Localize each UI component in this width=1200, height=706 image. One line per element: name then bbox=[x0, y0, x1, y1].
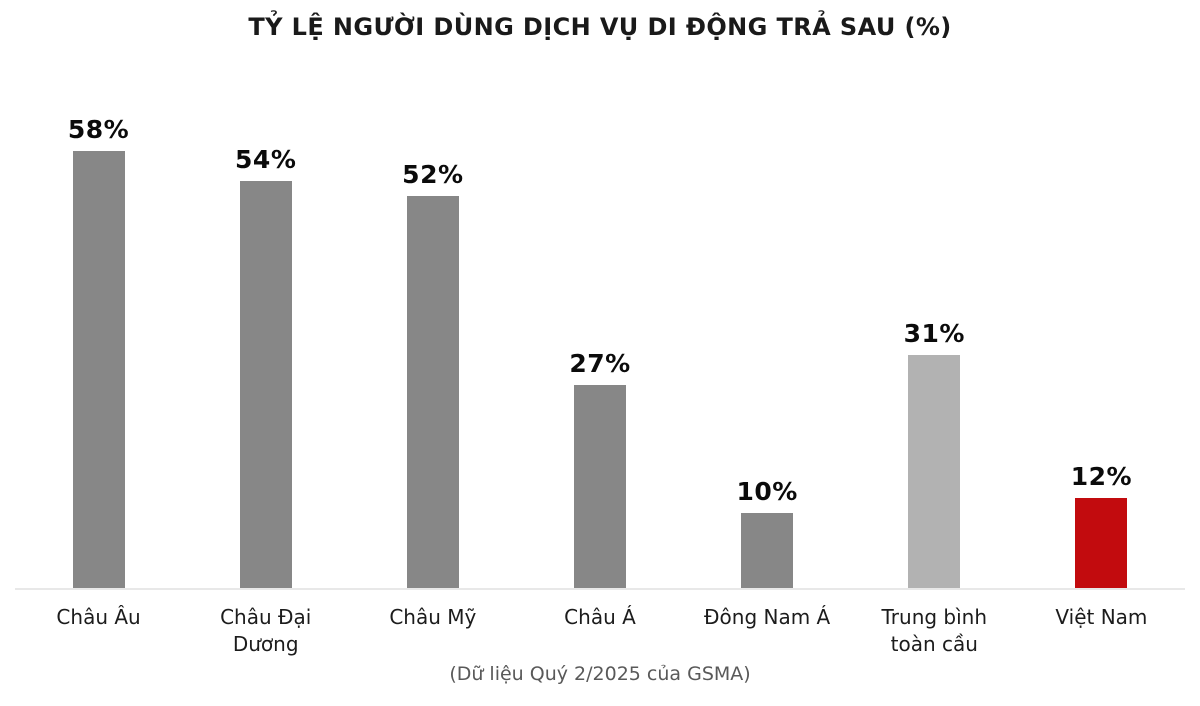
category-label: Việt Nam bbox=[1055, 605, 1148, 629]
category-labels-row: Châu Âu Châu Đại Dương Châu Mỹ Châu Á Đông N… bbox=[15, 604, 1185, 658]
bar-group: 52% bbox=[349, 162, 516, 589]
bar-group: 10% bbox=[684, 479, 851, 589]
data-source-note: (Dữ liệu Quý 2/2025 của GSMA) bbox=[449, 663, 751, 685]
bar bbox=[406, 196, 459, 589]
bar bbox=[72, 151, 125, 589]
bar-group: 12% bbox=[1018, 464, 1185, 589]
bar-group: 54% bbox=[182, 147, 349, 589]
bar bbox=[741, 513, 794, 589]
bar-value-label: 31% bbox=[903, 319, 965, 348]
bar-group: 31% bbox=[851, 321, 1018, 589]
bar-value-label: 58% bbox=[67, 115, 130, 144]
bar-value-label: 27% bbox=[569, 349, 631, 378]
bar bbox=[1075, 498, 1128, 589]
plot-area: 58% 54% 52% 27% 10% 31% 12% bbox=[15, 59, 1185, 590]
category-label: Trung bình toàn cầu bbox=[881, 605, 988, 656]
bar bbox=[908, 355, 961, 589]
bar-group: 27% bbox=[516, 351, 683, 589]
category-label: Châu Á bbox=[564, 605, 636, 629]
bar-group: 58% bbox=[15, 117, 182, 589]
bar bbox=[239, 181, 292, 589]
category-label: Châu Mỹ bbox=[389, 605, 477, 629]
x-axis-line bbox=[15, 588, 1185, 590]
category-label: Đông Nam Á bbox=[704, 605, 831, 629]
chart-title: TỶ LỆ NGƯỜI DÙNG DỊCH VỤ DI ĐỘNG TRẢ SAU… bbox=[248, 13, 952, 41]
bar-value-label: 10% bbox=[736, 477, 798, 506]
category-label: Châu Đại Dương bbox=[220, 605, 312, 656]
bar-value-label: 52% bbox=[402, 160, 464, 189]
bar bbox=[573, 385, 626, 589]
bars-container: 58% 54% 52% 27% 10% 31% 12% bbox=[15, 59, 1185, 589]
bar-value-label: 54% bbox=[235, 145, 297, 174]
bar-value-label: 12% bbox=[1070, 462, 1133, 491]
category-label: Châu Âu bbox=[56, 605, 141, 629]
